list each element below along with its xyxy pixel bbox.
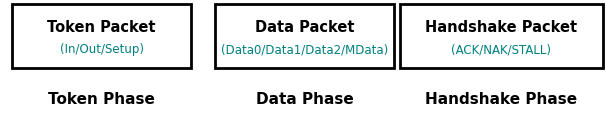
Text: Token Phase: Token Phase [48,92,155,107]
Text: Handshake Phase: Handshake Phase [425,92,578,107]
FancyBboxPatch shape [12,4,191,68]
Text: (In/Out/Setup): (In/Out/Setup) [59,43,144,56]
Text: Handshake Packet: Handshake Packet [425,20,578,35]
Text: (ACK/NAK/STALL): (ACK/NAK/STALL) [451,43,551,56]
FancyBboxPatch shape [215,4,394,68]
FancyBboxPatch shape [400,4,603,68]
Text: Data Phase: Data Phase [256,92,353,107]
Text: (Data0/Data1/Data2/MData): (Data0/Data1/Data2/MData) [221,43,388,56]
Text: Token Packet: Token Packet [47,20,156,35]
Text: Data Packet: Data Packet [255,20,355,35]
